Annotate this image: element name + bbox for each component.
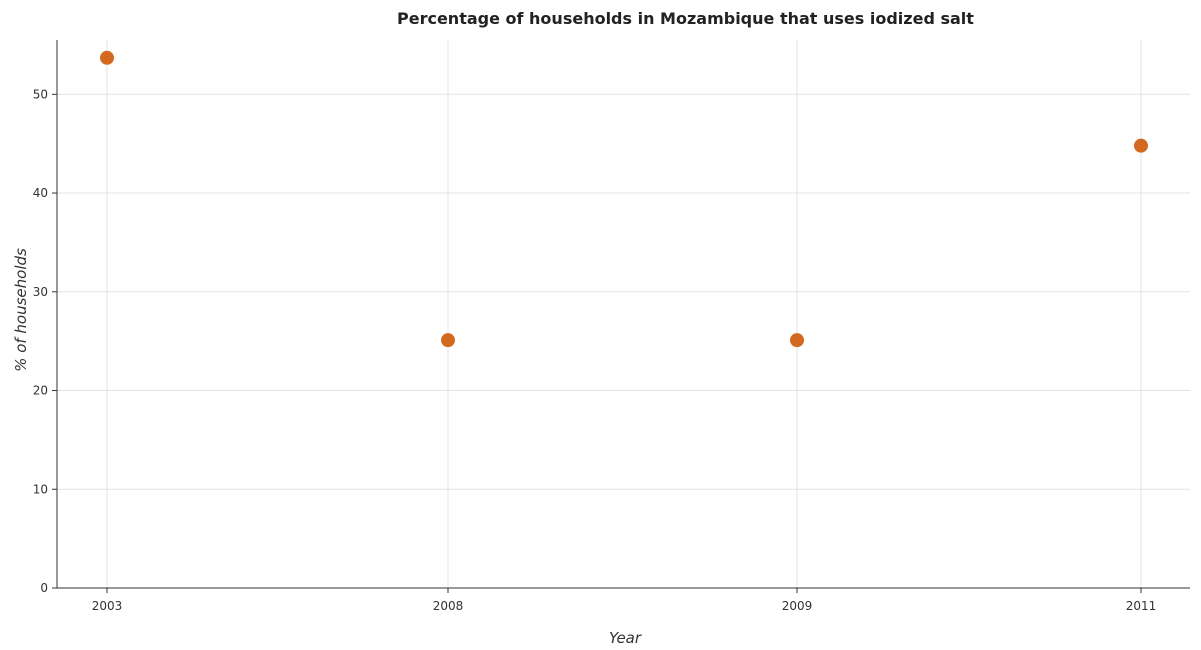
x-tick-label: 2008 — [433, 599, 464, 613]
chart-title: Percentage of households in Mozambique t… — [397, 9, 974, 28]
x-tick-label: 2011 — [1126, 599, 1157, 613]
data-point-2003 — [100, 50, 114, 65]
y-tick-label: 30 — [33, 285, 48, 299]
y-tick-label: 40 — [33, 186, 48, 200]
data-point-2009 — [790, 333, 804, 348]
data-point-2008 — [441, 333, 455, 348]
axes — [52, 40, 1190, 593]
x-tick-label: 2009 — [782, 599, 813, 613]
tick-labels: 0 10 20 30 40 50 2003 2008 2009 2011 — [33, 87, 1157, 613]
y-tick-label: 10 — [33, 482, 48, 496]
y-tick-label: 20 — [33, 384, 48, 398]
x-axis-label: Year — [609, 629, 642, 647]
y-axis-label: % of households — [12, 248, 30, 372]
y-tick-label: 50 — [33, 87, 48, 101]
data-points — [100, 50, 1148, 348]
grid — [57, 40, 1190, 589]
data-point-2011 — [1134, 138, 1148, 153]
y-tick-label: 0 — [40, 581, 48, 595]
x-tick-label: 2003 — [92, 599, 123, 613]
